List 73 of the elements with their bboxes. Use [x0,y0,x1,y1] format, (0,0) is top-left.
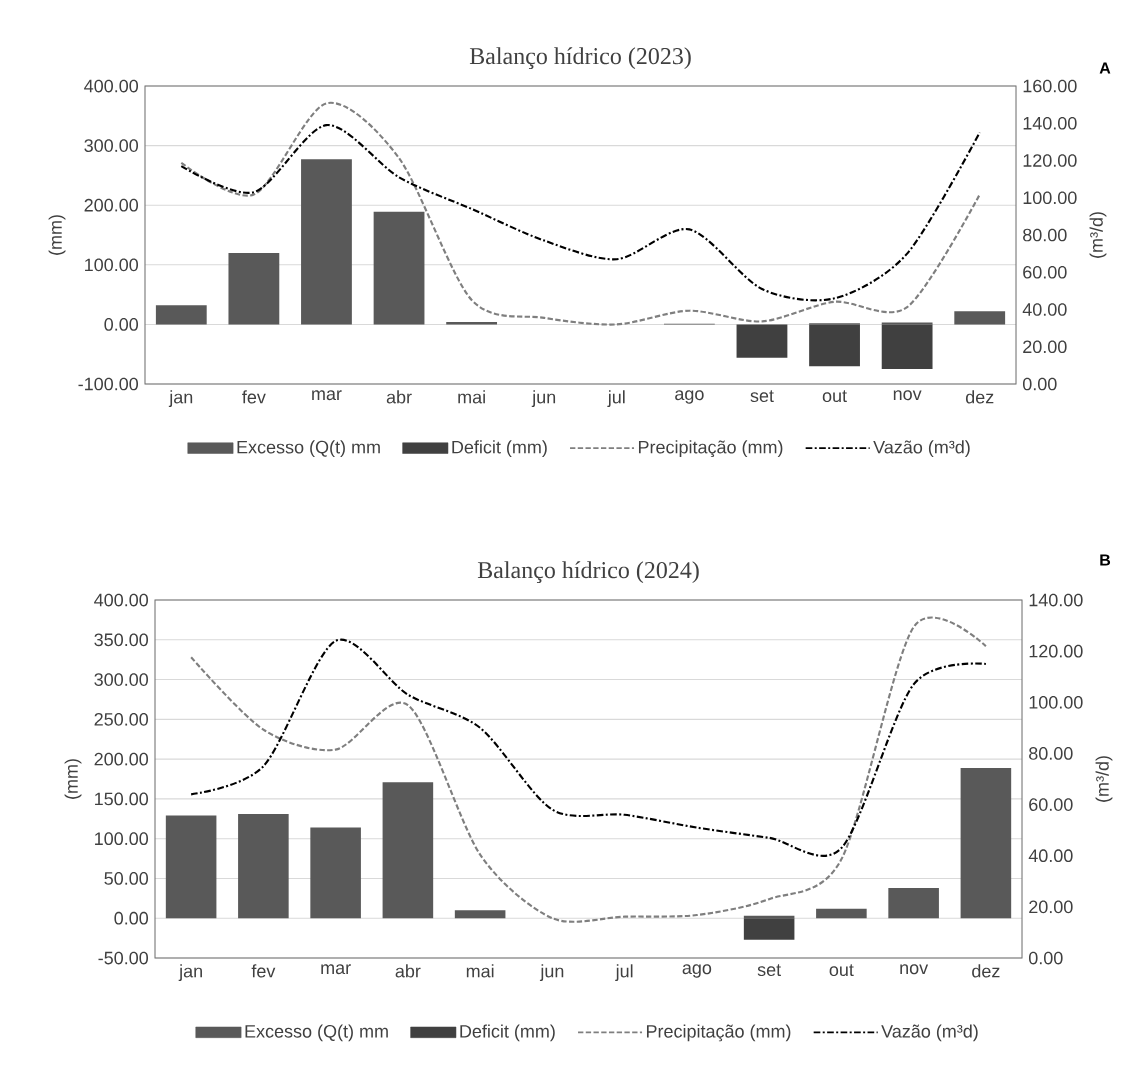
y-tick-label: 200.00 [84,198,139,212]
x-tick-label: jun [531,390,556,408]
y2-axis-title: (m³/d) [1089,212,1107,258]
y2-tick-label: 0.00 [1022,377,1057,391]
legend-label: Precipitação (mm) [646,1024,791,1042]
x-tick-label: out [829,964,854,977]
chart-title: Balanço hídrico (2023) [469,47,691,70]
legend-label: Deficit (mm) [460,1024,555,1042]
x-tick-label: abr [395,964,421,978]
y2-tick-label: 160.00 [1023,79,1077,93]
y2-tick-label: 100.00 [1023,191,1077,205]
chart-title: Balanço hídrico (2024) [477,561,699,584]
legend-label: Vazão (m³d) [873,440,970,458]
y2-tick-label: 40.00 [1022,303,1067,316]
y-tick-label: -50.00 [98,951,149,965]
y2-tick-label: 100.00 [1029,695,1083,709]
legend-label: Excesso (Q(t) mm [237,440,380,458]
y-tick-label: 250.00 [94,712,149,726]
y2-tick-label: 20.00 [1023,340,1067,354]
y-tick-label: 50.00 [104,872,149,885]
text: B [1100,554,1111,566]
x-tick-label: jul [607,390,625,408]
x-tick-label: set [750,390,774,403]
x-tick-label: fev [242,390,266,404]
y2-tick-label: 60.00 [1023,265,1067,279]
y-tick-label: 100.00 [95,832,149,846]
legend-label: Excesso (Q(t) mm [245,1024,388,1042]
y-tick-label: 300.00 [84,139,139,152]
x-tick-label: nov [893,390,922,401]
x-tick-label: jan [168,390,193,408]
y-tick-label: 100.00 [85,258,139,272]
y-tick-label: 400.00 [84,79,139,93]
x-tick-label: mai [458,390,485,404]
x-tick-label: ago [682,964,712,978]
legend-label: Deficit (mm) [452,440,547,458]
x-tick-label: fev [251,964,276,978]
y-tick-label: 200.00 [94,752,149,766]
y-tick-label: 400.00 [94,593,149,607]
x-tick-label: set [757,964,782,977]
x-tick-label: ago [675,390,704,404]
legend-label: Precipitação (mm) [638,440,783,458]
y-tick-label: 150.00 [95,792,149,806]
y-tick-label: 0.00 [104,318,139,331]
y2-tick-label: 120.00 [1023,154,1077,167]
x-tick-label: mar [321,964,351,975]
y-axis-title: (mm) [48,215,66,255]
y-tick-label: 300.00 [94,673,149,686]
y2-tick-label: 80.00 [1023,228,1067,242]
x-tick-label: dez [972,964,1000,978]
y2-tick-label: 0.00 [1028,951,1063,965]
y2-tick-label: 20.00 [1029,900,1073,914]
x-tick-label: jan [178,964,202,982]
x-tick-label: nov [900,964,929,975]
y2-tick-label: 140.00 [1023,116,1077,130]
x-tick-label: mar [312,390,342,401]
x-tick-label: abr [386,390,412,404]
x-tick-label: dez [965,390,994,404]
y2-tick-label: 140.00 [1029,593,1083,607]
y2-tick-label: 60.00 [1029,798,1073,811]
y-tick-label: 0.00 [114,911,149,925]
x-tick-label: mai [466,964,494,978]
y2-tick-label: 80.00 [1029,747,1073,760]
y2-tick-label: 120.00 [1029,644,1083,658]
legend-label: Vazão (m³d) [881,1024,978,1042]
y2-tick-label: 40.00 [1028,849,1073,863]
text: A [1099,62,1111,74]
x-tick-label: jun [539,964,564,982]
x-tick-label: out [822,390,847,403]
y-tick-label: -100.00 [78,377,139,391]
x-tick-label: jul [615,964,633,982]
y2-axis-title: (m³/d) [1095,756,1113,802]
y-axis-title: (mm) [64,759,82,799]
y-tick-label: 350.00 [94,633,149,647]
